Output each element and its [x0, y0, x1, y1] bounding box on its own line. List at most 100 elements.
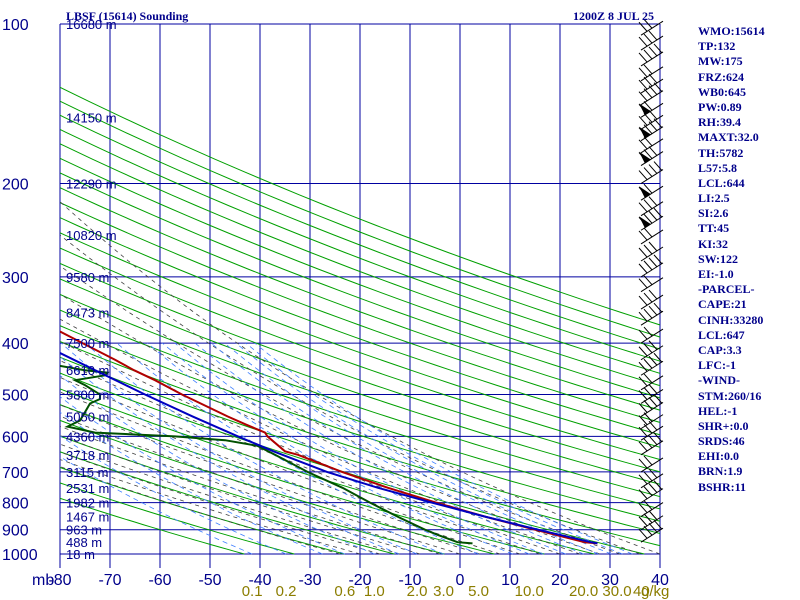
- mixing-ratio-line: [235, 342, 612, 555]
- mixing-ratio-line: [210, 342, 584, 555]
- moist-adiabat: [60, 435, 421, 555]
- mixing-ratio-label: 5.0: [468, 583, 489, 600]
- wind-barb-flag: [638, 516, 648, 527]
- dry-adiabat: [60, 404, 545, 555]
- mixing-ratio-label: 0.2: [276, 583, 297, 600]
- wind-barb-flag: [648, 420, 658, 431]
- moist-adiabat: [60, 293, 601, 555]
- dry-adiabat: [60, 262, 660, 473]
- wind-barb-flag: [638, 21, 648, 32]
- wind-barb-flag: [653, 207, 663, 218]
- wind-barb-flag: [648, 522, 658, 533]
- height-label: 1982 m: [66, 496, 109, 511]
- isobar-isotherm-grid: [59, 23, 661, 568]
- dry-adiabat: [60, 232, 660, 448]
- wind-barb-flag: [648, 340, 658, 351]
- temperature-tick-30: 30: [601, 572, 619, 589]
- wind-barb-flag: [638, 329, 648, 340]
- sounding-index: PW:0.89: [698, 99, 742, 114]
- sounding-index: SHR+:0.0: [698, 418, 749, 433]
- dry-adiabat: [60, 435, 445, 555]
- temperature-tick--30: -30: [298, 572, 321, 589]
- wind-barb-flag: [648, 85, 658, 96]
- moist-adiabat: [60, 360, 541, 555]
- pressure-label-500: 500: [2, 387, 29, 404]
- parcel-profile: [60, 351, 598, 545]
- height-label: 3718 m: [66, 448, 109, 463]
- mixing-ratio-line: [174, 342, 544, 555]
- wind-barb-flag: [643, 18, 653, 29]
- height-label: 18 m: [66, 547, 95, 562]
- wind-barb-pennant: [639, 103, 651, 116]
- mixing-ratio-label: 30.0: [602, 583, 631, 600]
- sounding-index: MW:175: [698, 54, 743, 69]
- dry-adiabat: [60, 278, 660, 485]
- height-label: 9580 m: [66, 270, 109, 285]
- mixing-ratio-label: 2.0: [407, 583, 428, 600]
- mixing-ratio-label: 10.0: [515, 583, 544, 600]
- wind-barb-flag: [643, 358, 653, 369]
- chart-title: LBSF (15614) Sounding: [66, 9, 188, 23]
- dry-adiabat: [60, 388, 595, 555]
- temperature-profile: [60, 330, 598, 545]
- moist-adiabat: [60, 201, 660, 555]
- wind-barb-flag: [648, 164, 658, 174]
- sounding-index: SW:122: [698, 251, 739, 266]
- pressure-label-700: 700: [2, 465, 29, 482]
- height-label: 5800 m: [66, 387, 109, 402]
- mixing-ratio-line: [194, 342, 566, 555]
- dry-adiabat: [60, 128, 660, 362]
- moist-adiabat: [60, 459, 361, 555]
- wind-barb-flag: [648, 483, 658, 493]
- wind-barb-flag: [638, 415, 648, 425]
- sounding-index: KI:32: [698, 236, 728, 251]
- sounding-index: L57:5.8: [698, 160, 737, 175]
- wind-barb-flag: [638, 295, 648, 306]
- height-label: 6610 m: [66, 363, 109, 378]
- mixing-ratio-line: [60, 374, 375, 555]
- height-label: 12290 m: [66, 177, 117, 192]
- wind-barb-flag: [638, 115, 648, 126]
- sounding-index: RH:39.4: [698, 115, 741, 130]
- wind-barb-pennant: [639, 126, 651, 139]
- wind-barb-flag: [638, 503, 648, 513]
- dry-adiabat: [60, 482, 295, 555]
- height-label: 488 m: [66, 535, 102, 550]
- wind-barb-flag: [643, 33, 653, 44]
- wind-barb-flag: [638, 230, 648, 241]
- sounding-index: SRDS:46: [698, 434, 745, 449]
- pressure-label-1000: 1000: [2, 547, 38, 564]
- wind-barb-flag: [638, 361, 648, 372]
- wind-barb-flag: [643, 260, 653, 271]
- wind-barb-flag: [643, 326, 653, 337]
- temperature-tick--80: -80: [48, 572, 71, 589]
- mixing-ratio-label: 20.0: [569, 583, 598, 600]
- wind-barb-flag: [643, 423, 653, 434]
- wind-barb-flag: [638, 278, 648, 289]
- mixing-ratio-unit: g/kg: [641, 583, 669, 600]
- wind-barb-flag: [643, 167, 653, 177]
- dry-adiabat: [60, 143, 660, 374]
- wind-barb-flag: [643, 76, 653, 87]
- moist-adiabat: [60, 318, 581, 555]
- dry-adiabat: [60, 293, 660, 498]
- wind-barb-flag: [638, 263, 648, 274]
- pressure-label-400: 400: [2, 336, 29, 353]
- mixing-ratio-label: 0.1: [242, 583, 263, 600]
- wind-barb-flag: [638, 458, 648, 469]
- wind-barb-flag: [638, 376, 648, 387]
- dry-adiabat: [60, 114, 660, 350]
- wind-barb-flag: [643, 183, 653, 194]
- wind-barb-flag: [648, 109, 658, 120]
- height-label: 4360 m: [66, 429, 109, 444]
- temperature-tick-20: 20: [551, 572, 569, 589]
- wind-barb-flag: [643, 500, 653, 510]
- dry-adiabat: [60, 247, 660, 461]
- wind-barb-flag: [638, 52, 648, 63]
- sounding-index: BSHR:11: [698, 479, 747, 494]
- wind-barb-flag: [648, 468, 658, 479]
- wind-barb-flag: [653, 43, 663, 54]
- moist-adiabat: [60, 391, 501, 555]
- wind-barb-flag: [643, 49, 653, 60]
- wind-barb-flag: [653, 254, 663, 265]
